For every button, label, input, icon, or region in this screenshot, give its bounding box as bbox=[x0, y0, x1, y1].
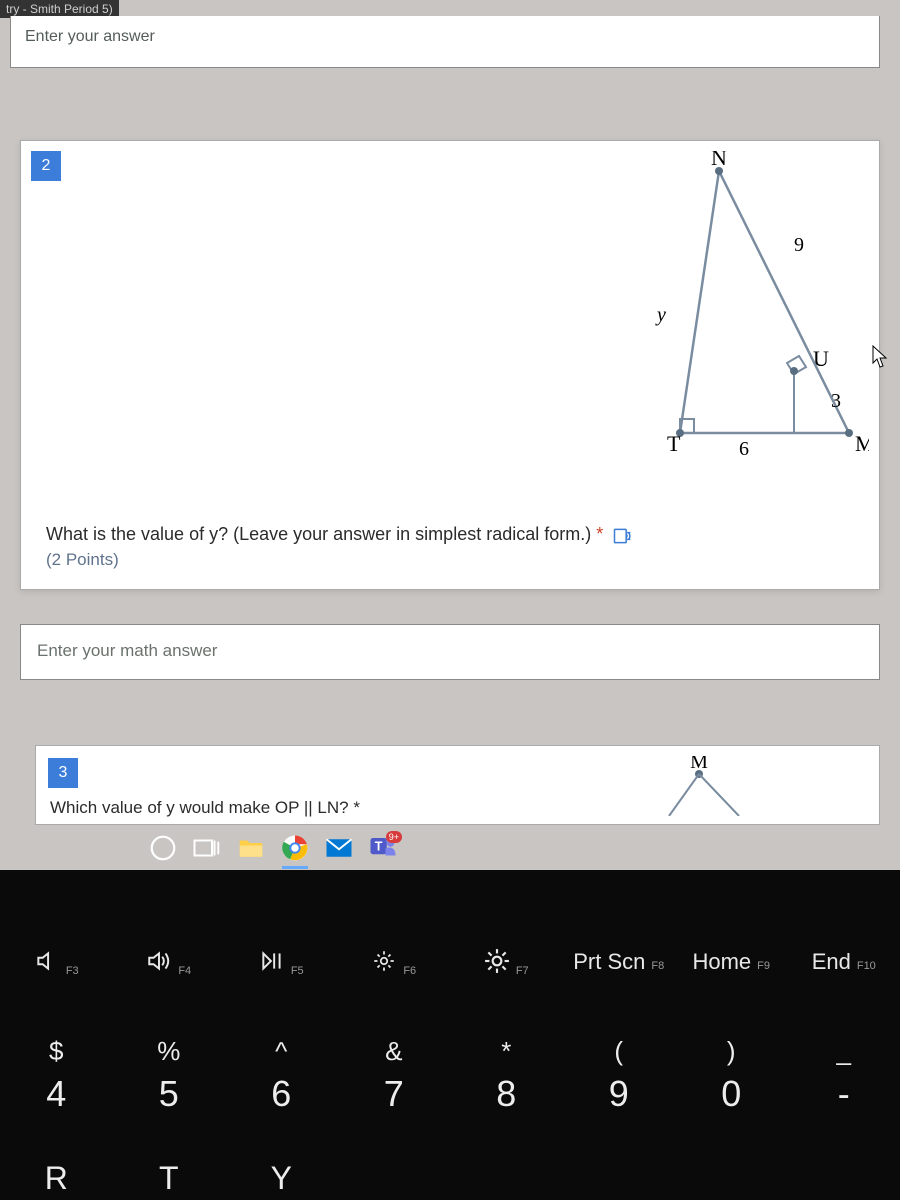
math-answer-input[interactable]: Enter your math answer bbox=[20, 624, 880, 680]
question-points: (2 Points) bbox=[46, 550, 866, 570]
key-blank[interactable] bbox=[676, 1160, 786, 1197]
question-number-badge: 2 bbox=[31, 151, 61, 181]
volume-up-icon bbox=[146, 948, 172, 974]
svg-text:T: T bbox=[375, 840, 383, 854]
triangle-diagram: N T M U y 9 6 3 bbox=[639, 151, 869, 471]
svg-text:M: M bbox=[855, 431, 869, 456]
question-3-card: 3 Which value of y would make OP || LN? … bbox=[35, 745, 880, 825]
svg-text:M: M bbox=[690, 756, 708, 773]
fn-key-f9[interactable]: Home F9 bbox=[684, 949, 778, 975]
cortana-icon[interactable] bbox=[148, 833, 178, 863]
read-aloud-icon[interactable] bbox=[612, 526, 632, 544]
key-8[interactable]: *8 bbox=[451, 1036, 561, 1115]
key-6[interactable]: ^6 bbox=[226, 1036, 336, 1115]
required-asterisk: * bbox=[596, 524, 603, 544]
teams-icon[interactable]: T 9+ bbox=[368, 833, 398, 863]
svg-text:T: T bbox=[667, 431, 681, 456]
fn-key-f8[interactable]: Prt Scn F8 bbox=[572, 949, 666, 975]
svg-text:6: 6 bbox=[739, 438, 749, 460]
question-2-card: 2 N T M U y 9 6 3 bbox=[20, 140, 880, 590]
teams-badge: 9+ bbox=[386, 831, 402, 843]
windows-taskbar: T 9+ bbox=[140, 826, 406, 870]
svg-text:U: U bbox=[813, 346, 829, 371]
function-key-row: F3 F4 F5 F6 F7 Prt Scn F8 Home F9 End F1… bbox=[0, 932, 900, 992]
key-blank[interactable] bbox=[339, 1160, 449, 1197]
key-0[interactable]: )0 bbox=[676, 1036, 786, 1115]
number-key-row: $4 %5 ^6 &7 *8 (9 )0 _- bbox=[0, 1025, 900, 1125]
fn-key-f7[interactable]: F7 bbox=[459, 948, 553, 977]
brightness-down-icon bbox=[371, 948, 397, 974]
fn-key-f6[interactable]: F6 bbox=[347, 948, 441, 977]
svg-text:3: 3 bbox=[831, 390, 841, 412]
fn-key-f10[interactable]: End F10 bbox=[797, 949, 891, 975]
key-dash[interactable]: _- bbox=[789, 1036, 899, 1115]
cursor-icon bbox=[872, 345, 890, 369]
chrome-icon[interactable] bbox=[280, 833, 310, 863]
key-5[interactable]: %5 bbox=[114, 1036, 224, 1115]
answer-input[interactable]: Enter your answer bbox=[10, 16, 880, 68]
file-explorer-icon[interactable] bbox=[236, 833, 266, 863]
q3-diagram-partial: M bbox=[659, 756, 759, 821]
key-blank[interactable] bbox=[564, 1160, 674, 1197]
mail-icon[interactable] bbox=[324, 833, 354, 863]
key-t[interactable]: T bbox=[114, 1160, 224, 1197]
key-blank[interactable] bbox=[451, 1160, 561, 1197]
key-r[interactable]: R bbox=[1, 1160, 111, 1197]
svg-text:y: y bbox=[655, 304, 666, 326]
letter-key-row: R T Y bbox=[0, 1160, 900, 1197]
svg-text:N: N bbox=[711, 151, 727, 170]
volume-down-icon bbox=[34, 948, 60, 974]
key-9[interactable]: (9 bbox=[564, 1036, 674, 1115]
question-text: What is the value of y? (Leave your answ… bbox=[46, 524, 591, 544]
fn-key-f4[interactable]: F4 bbox=[122, 948, 216, 977]
key-4[interactable]: $4 bbox=[1, 1036, 111, 1115]
key-y[interactable]: Y bbox=[226, 1160, 336, 1197]
task-view-icon[interactable] bbox=[192, 833, 222, 863]
svg-text:9: 9 bbox=[794, 234, 804, 256]
key-blank[interactable] bbox=[789, 1160, 899, 1197]
question-text-area: What is the value of y? (Leave your answ… bbox=[46, 521, 866, 570]
fn-key-f3[interactable]: F3 bbox=[9, 948, 103, 977]
question-number-badge: 3 bbox=[48, 758, 78, 788]
question-text: Which value of y would make OP || LN? * bbox=[50, 798, 360, 818]
key-7[interactable]: &7 bbox=[339, 1036, 449, 1115]
screen: try - Smith Period 5) Enter your answer … bbox=[0, 0, 900, 870]
play-pause-icon bbox=[259, 948, 285, 974]
fn-key-f5[interactable]: F5 bbox=[234, 948, 328, 977]
brightness-up-icon bbox=[484, 948, 510, 974]
keyboard: F3 F4 F5 F6 F7 Prt Scn F8 Home F9 End F1… bbox=[0, 870, 900, 1200]
